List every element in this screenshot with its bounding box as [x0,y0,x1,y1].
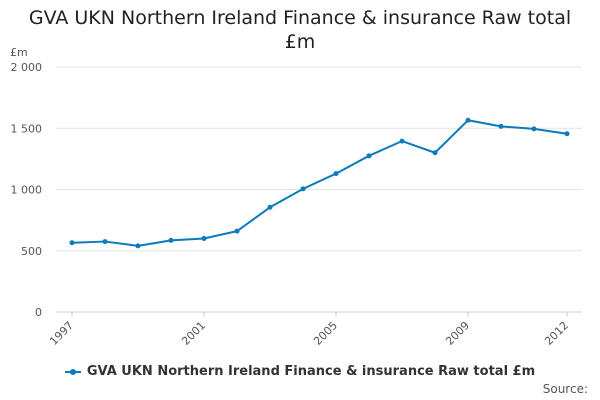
legend[interactable]: GVA UKN Northern Ireland Finance & insur… [0,364,600,379]
y-axis-unit-label: £m [10,46,28,59]
data-point[interactable] [102,239,108,245]
x-tick-label: 2009 [443,319,472,348]
y-tick-label: 500 [21,245,42,258]
data-point[interactable] [135,243,141,249]
legend-swatch-icon [64,368,81,375]
x-axis: 1997 2001 2005 2009 2012 [47,311,582,348]
data-point[interactable] [333,171,339,177]
data-point[interactable] [399,138,405,144]
grid-lines [56,66,582,313]
legend-item-label: GVA UKN Northern Ireland Finance & insur… [86,364,536,379]
source-label: Source: [542,382,588,396]
data-point[interactable] [465,117,471,123]
data-point[interactable] [564,131,570,137]
y-tick-label: 2 000 [11,61,43,74]
chart-title-line-2: £m [284,31,316,53]
y-tick-label: 0 [35,306,42,319]
x-tick-label: 2001 [179,319,208,348]
data-point[interactable] [201,236,207,241]
chart-title: GVA UKN Northern Ireland Finance & insur… [0,6,600,54]
y-tick-label: 1 500 [11,122,43,135]
data-point[interactable] [267,204,273,210]
x-tick-label: 2005 [311,319,340,348]
y-tick-label: 1 000 [11,184,43,197]
data-point[interactable] [366,153,372,159]
chart-title-line-1: GVA UKN Northern Ireland Finance & insur… [28,7,572,29]
data-point[interactable] [531,126,537,132]
data-point[interactable] [168,237,174,243]
data-point[interactable] [432,150,438,156]
data-point[interactable] [234,228,240,234]
x-tick-label: 1997 [47,319,76,348]
y-axis-ticks: 0 500 1 000 1 500 2 000 [11,61,43,319]
data-point[interactable] [498,123,504,129]
x-tick-label: 2012 [542,319,571,348]
data-point[interactable] [69,240,75,246]
series-line [71,119,568,247]
series-group [69,117,570,249]
data-point[interactable] [300,186,306,192]
